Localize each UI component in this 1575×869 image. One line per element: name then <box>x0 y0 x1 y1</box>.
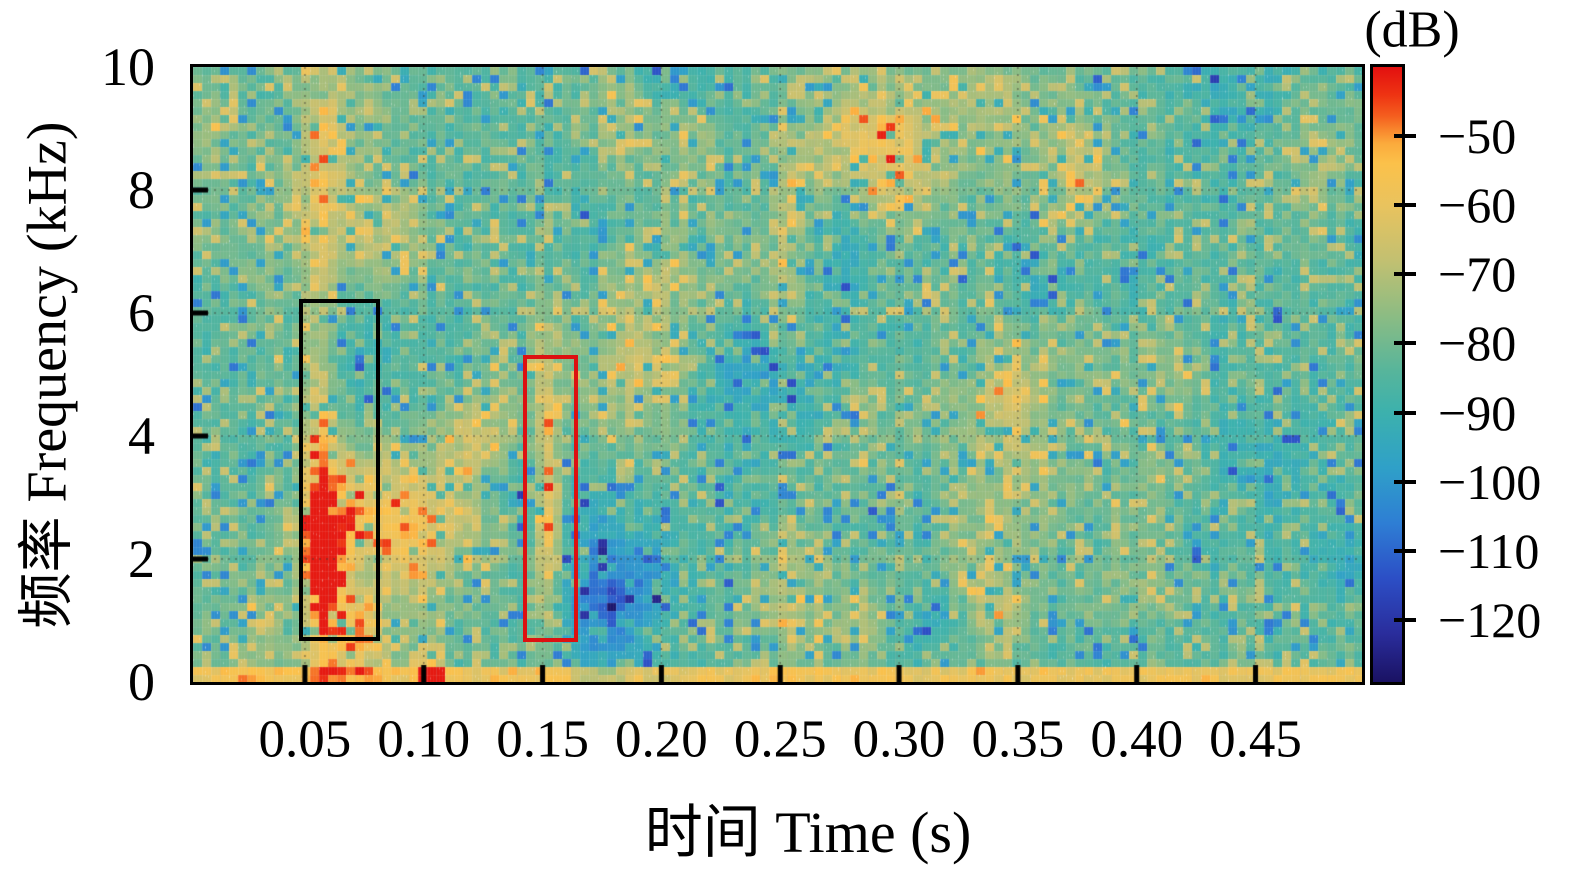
y-tick-label-6: 6 <box>128 283 155 343</box>
x-axis-label: 时间 Time (s) <box>644 800 972 865</box>
spectrogram-heatmap <box>193 67 1362 682</box>
colorbar-tick-label--90: −90 <box>1438 384 1517 441</box>
x-tick-label-0.25: 0.25 <box>733 710 827 769</box>
colorbar-tick-mark <box>1394 410 1416 415</box>
plot-area <box>190 64 1365 685</box>
y-tick-label-0: 0 <box>128 652 155 712</box>
colorbar-tick-label--60: −60 <box>1438 177 1517 234</box>
colorbar-gradient <box>1373 67 1402 682</box>
colorbar-tick-mark <box>1394 548 1416 553</box>
red-event-box <box>523 354 578 643</box>
colorbar-tick-mark <box>1394 203 1416 208</box>
colorbar-tick-mark <box>1394 617 1416 622</box>
x-tick-label-0.40: 0.40 <box>1090 710 1184 769</box>
colorbar <box>1370 64 1405 685</box>
y-tick-label-4: 4 <box>128 406 155 466</box>
colorbar-tick-label--120: −120 <box>1438 591 1542 648</box>
x-tick-label-0.05: 0.05 <box>258 710 352 769</box>
colorbar-tick-mark <box>1394 479 1416 484</box>
x-tick-label-0.45: 0.45 <box>1209 710 1302 769</box>
colorbar-tick-mark <box>1394 272 1416 277</box>
colorbar-title: (dB) <box>1364 1 1460 59</box>
colorbar-tick-label--100: −100 <box>1438 453 1542 510</box>
colorbar-tick-mark <box>1394 134 1416 139</box>
colorbar-tick-label--110: −110 <box>1438 522 1540 579</box>
y-tick-label-10: 10 <box>101 37 155 97</box>
black-event-box <box>299 298 381 641</box>
y-tick-label-8: 8 <box>128 160 155 220</box>
x-tick-label-0.15: 0.15 <box>496 710 589 769</box>
colorbar-tick-label--50: −50 <box>1438 108 1517 165</box>
x-tick-label-0.20: 0.20 <box>615 710 708 769</box>
x-tick-label-0.35: 0.35 <box>971 710 1065 769</box>
colorbar-tick-label--80: −80 <box>1438 315 1517 372</box>
colorbar-tick-mark <box>1394 341 1416 346</box>
colorbar-tick-label--70: −70 <box>1438 246 1517 303</box>
x-tick-label-0.30: 0.30 <box>852 710 946 769</box>
y-tick-label-2: 2 <box>128 529 155 589</box>
x-tick-label-0.10: 0.10 <box>377 710 471 769</box>
